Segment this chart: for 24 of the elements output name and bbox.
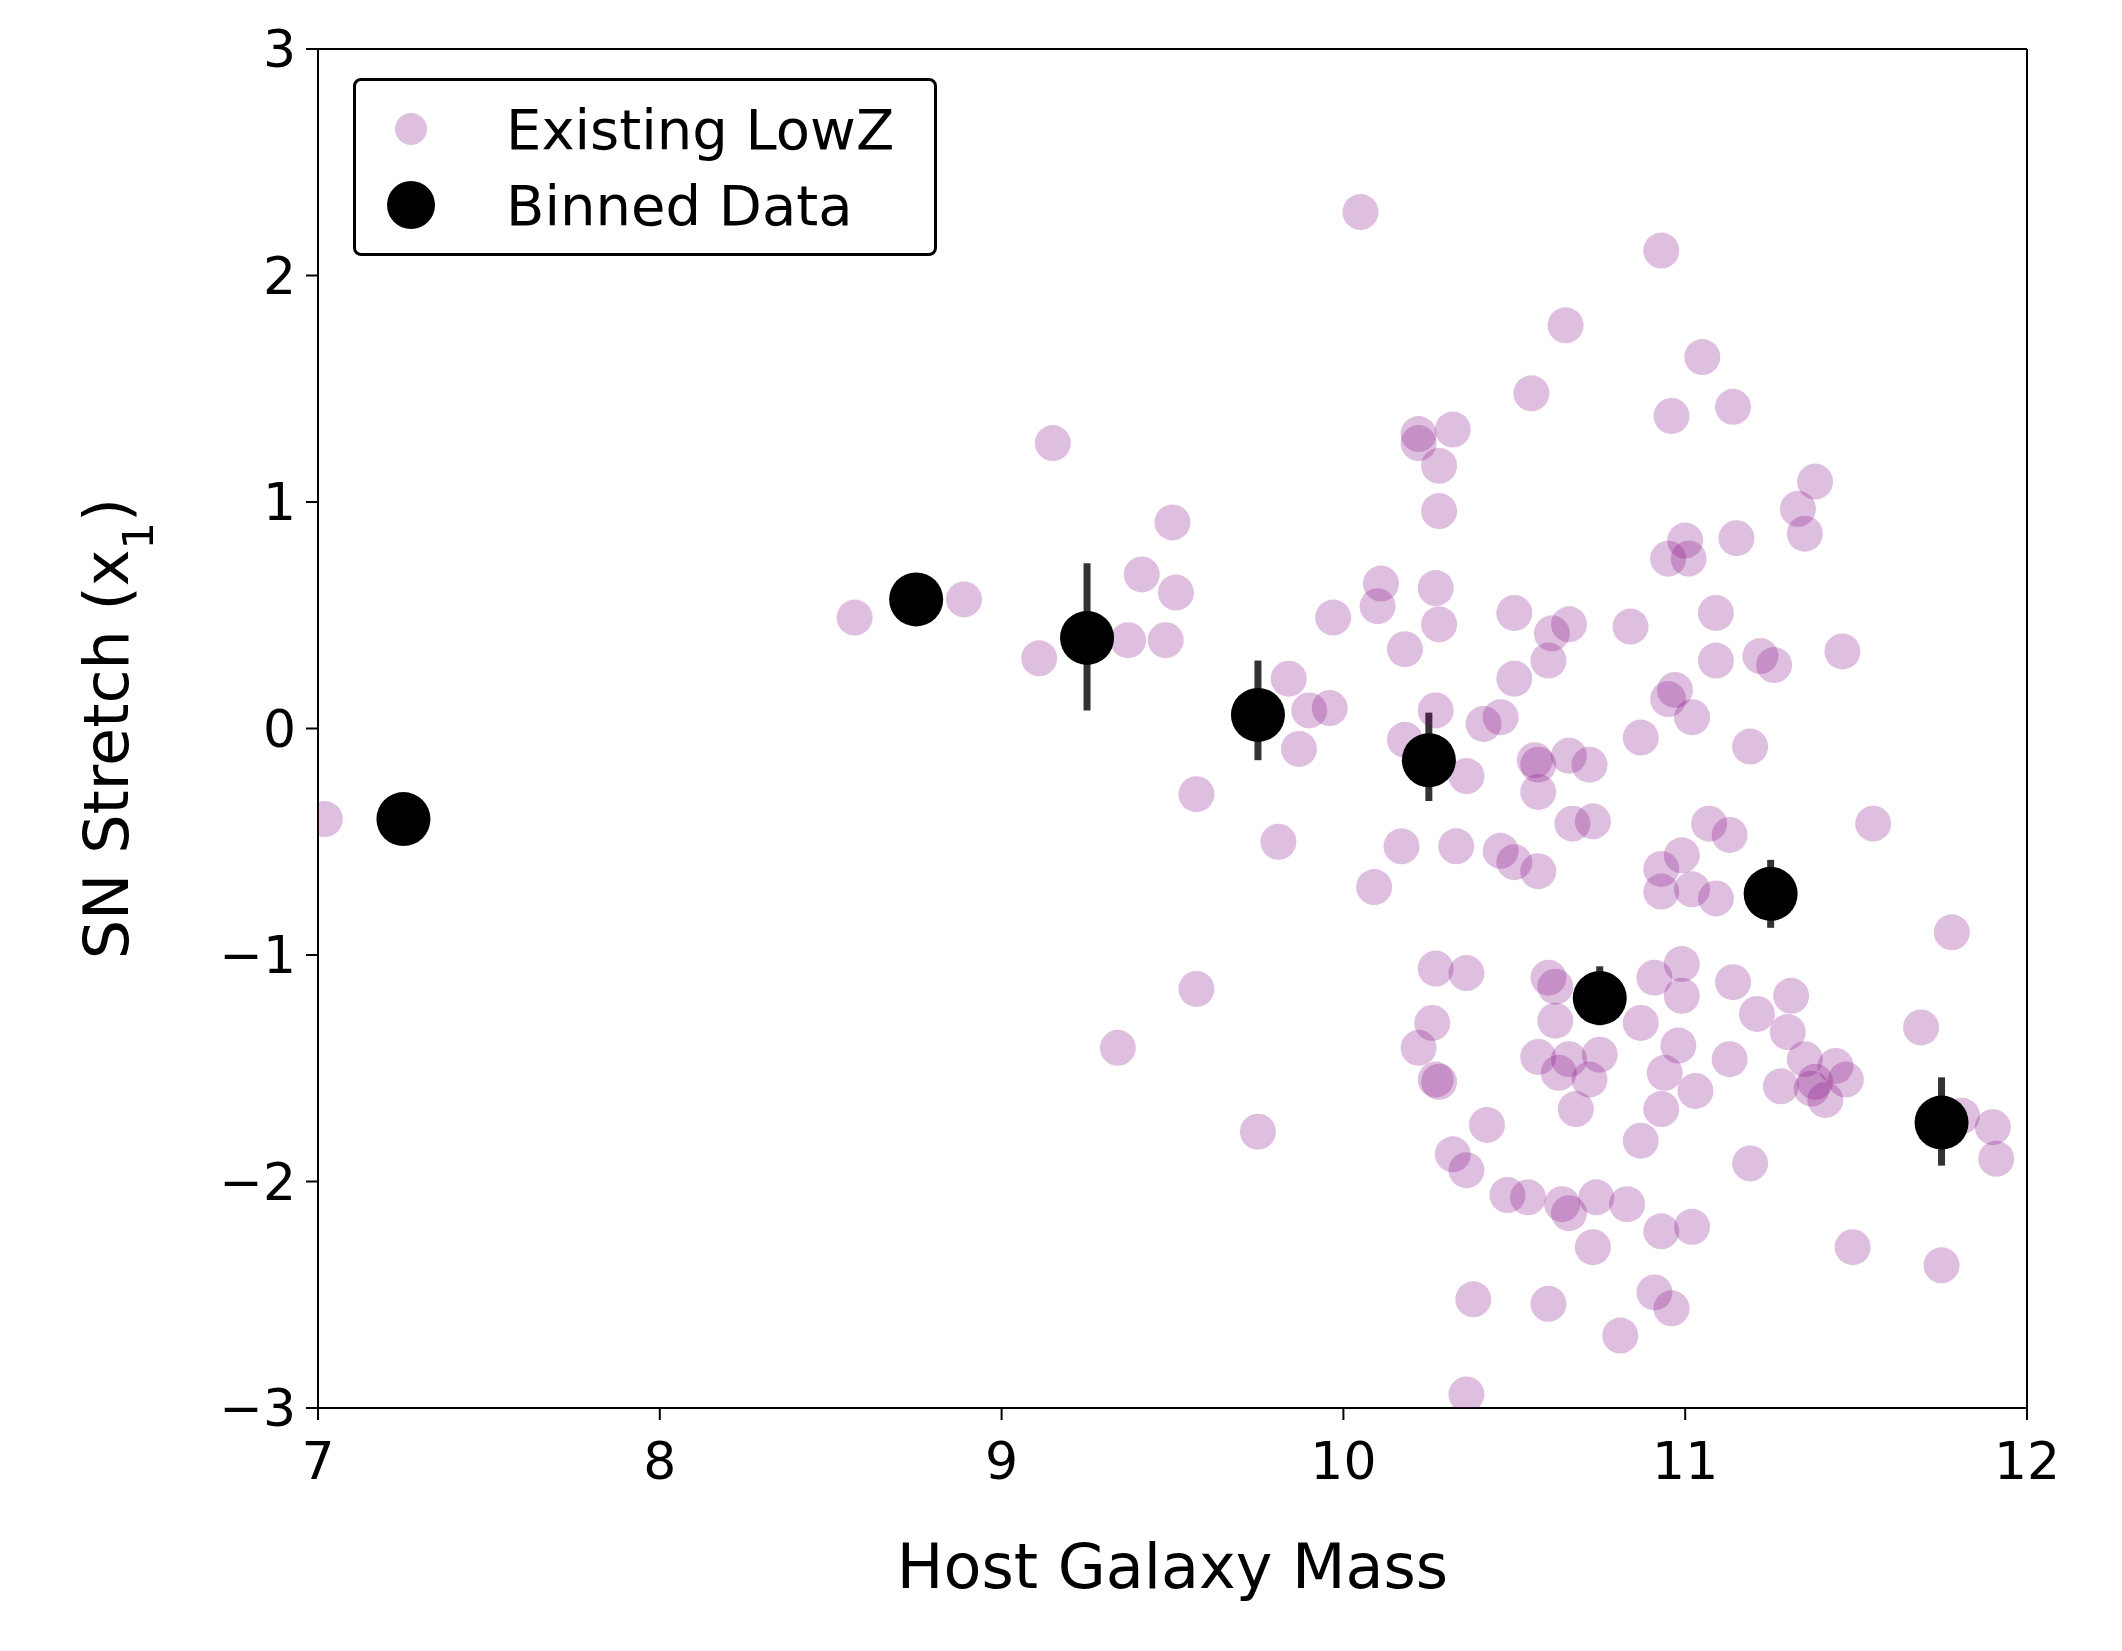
point — [376, 792, 431, 847]
y-tick-label: −1 — [219, 925, 296, 986]
x-tick-label: 9 — [985, 1430, 1019, 1491]
point — [1743, 866, 1798, 921]
x-tick-label: 10 — [1310, 1430, 1377, 1491]
x-tick-label: 8 — [643, 1430, 677, 1491]
legend-label: Existing LowZ — [506, 96, 895, 162]
y-tick-label: 0 — [262, 698, 296, 759]
legend-label: Binned Data — [506, 172, 853, 238]
point — [1914, 1095, 1969, 1150]
x-tick-label: 11 — [1652, 1430, 1719, 1491]
point — [1401, 733, 1456, 788]
y-tick-label: −3 — [219, 1378, 296, 1439]
point — [889, 572, 944, 627]
y-tick-label: 2 — [262, 245, 296, 306]
y-tick-label: 3 — [262, 19, 296, 80]
x-axis-title: Host Galaxy Mass — [896, 1530, 1449, 1603]
y-tick-label: 1 — [262, 472, 296, 533]
x-tick-label: 12 — [1993, 1430, 2061, 1491]
point — [1060, 610, 1115, 665]
point — [1572, 971, 1627, 1026]
point — [1230, 687, 1285, 742]
y-tick-label: −2 — [219, 1151, 296, 1212]
x-tick-label: 7 — [301, 1430, 335, 1491]
